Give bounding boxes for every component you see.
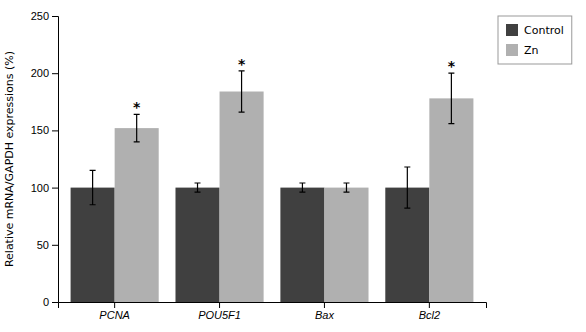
x-tick: POU5F1 [198, 302, 241, 321]
x-tick: Bcl2 [419, 302, 440, 321]
x-tick-label: POU5F1 [198, 309, 241, 321]
x-tick-line [114, 302, 115, 308]
x-tick-label: Bax [315, 309, 334, 321]
y-tick: 200 [31, 67, 58, 79]
legend: Control Zn [498, 16, 572, 64]
x-axis-line [59, 303, 487, 309]
legend-item: Zn [506, 44, 539, 57]
annotation: * [133, 99, 141, 115]
y-tick: 50 [37, 239, 58, 251]
x-tick-line [324, 302, 325, 308]
x-tick-line [429, 302, 430, 308]
error-bar [299, 183, 305, 192]
error-bar [134, 114, 140, 141]
y-axis-line [52, 17, 59, 303]
y-tick-line [52, 73, 58, 74]
plot: 0 50 100 150 200 250 PCNA POU5F1 Bax Bcl2 Relative… [3, 10, 572, 321]
y-tick-line [52, 188, 58, 189]
y-tick-label: 250 [31, 10, 49, 22]
bar [115, 128, 159, 302]
y-tick-label: 100 [31, 182, 49, 194]
error-bar [239, 71, 245, 112]
y-tick-label: 200 [31, 67, 49, 79]
y-tick-label: 50 [37, 239, 49, 251]
error-bar [448, 73, 454, 123]
y-tick-line [52, 302, 58, 303]
y-axis-label: Relative mRNA/GAPDH expressions (%) [3, 51, 16, 267]
error-bar [90, 170, 96, 204]
x-tick-line [219, 302, 220, 308]
series [115, 71, 474, 302]
legend-swatch [506, 24, 518, 36]
y-tick-line [52, 130, 58, 131]
x-axis: PCNA POU5F1 Bax Bcl2 [59, 302, 487, 321]
legend-item: Control [506, 24, 564, 37]
annotations: * * * [133, 56, 456, 115]
legend-frame [498, 16, 572, 64]
x-tick-label: Bcl2 [419, 309, 440, 321]
y-axis: 0 50 100 150 200 250 [31, 10, 59, 308]
y-tick-line [52, 245, 58, 246]
legend-label: Zn [524, 44, 539, 57]
y-tick-label: 0 [43, 296, 49, 308]
error-bar [343, 183, 349, 192]
bar [280, 188, 324, 302]
marks [71, 71, 474, 302]
bar [429, 98, 473, 302]
y-tick: 0 [43, 296, 58, 308]
x-tick: PCNA [99, 302, 130, 321]
y-tick-line [52, 16, 58, 17]
error-bar [404, 167, 410, 208]
chart: 0 50 100 150 200 250 PCNA POU5F1 Bax Bcl2 Relative… [0, 0, 586, 332]
legend-swatch [506, 44, 518, 56]
bar [175, 188, 219, 302]
x-tick-label: PCNA [99, 309, 130, 321]
annotation: * [238, 56, 246, 72]
annotation: * [448, 58, 456, 74]
error-bar [195, 183, 201, 192]
y-tick: 100 [31, 182, 58, 194]
bar [324, 188, 368, 302]
bar [220, 92, 264, 302]
y-tick: 250 [31, 10, 58, 22]
y-tick-label: 150 [31, 124, 49, 136]
y-tick: 150 [31, 124, 58, 136]
x-tick: Bax [315, 302, 334, 321]
legend-label: Control [524, 24, 564, 37]
